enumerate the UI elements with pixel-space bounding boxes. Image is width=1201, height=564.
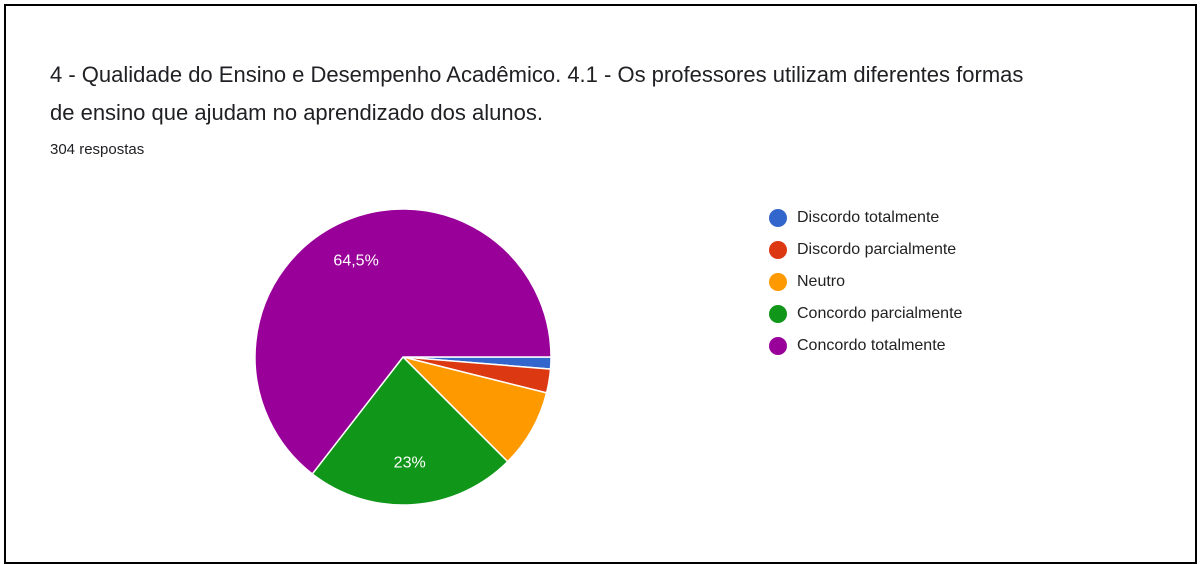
legend-marker [769, 337, 787, 355]
slice-label: 23% [394, 455, 426, 472]
chart-title: de ensino que ajudam no aprendizado dos … [50, 100, 543, 125]
legend-marker [769, 209, 787, 227]
legend-label: Discordo parcialmente [797, 241, 956, 258]
legend-marker [769, 305, 787, 323]
pie-slice [311, 355, 509, 506]
legend-marker [769, 273, 787, 291]
slice-label: 64,5% [333, 253, 378, 270]
legend-label: Concordo parcialmente [797, 305, 963, 322]
pie-slice [254, 208, 552, 475]
legend-marker [769, 241, 787, 259]
legend-label: Neutro [797, 273, 845, 290]
legend-label: Concordo totalmente [797, 337, 946, 354]
chart-title: 4 - Qualidade do Ensino e Desempenho Aca… [50, 62, 1023, 87]
chart-subtitle: 304 respostas [50, 141, 144, 158]
legend-label: Discordo totalmente [797, 209, 939, 226]
